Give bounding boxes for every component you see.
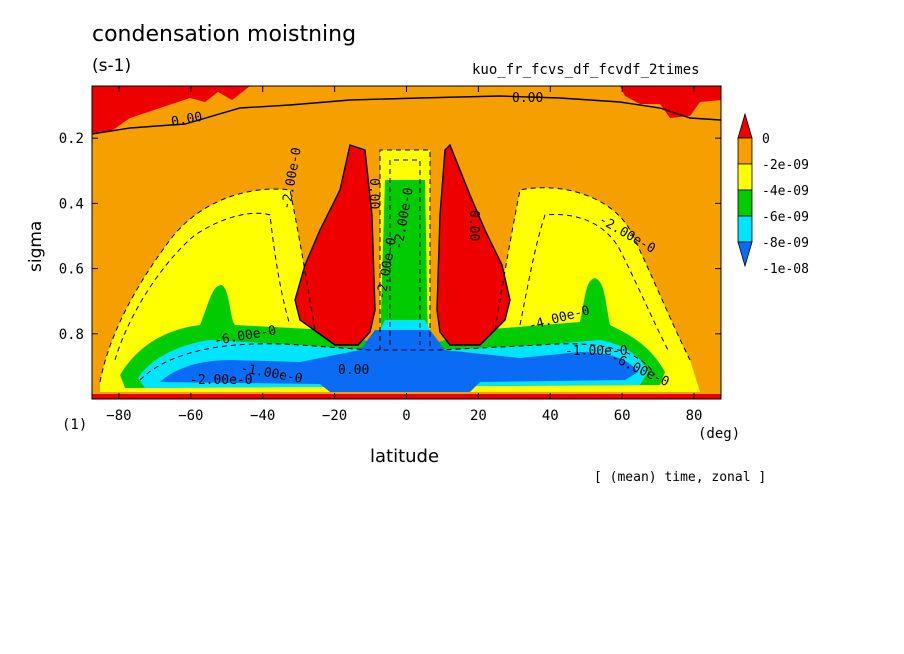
- y-tick-label: 0.4: [59, 196, 84, 212]
- contour-dash-center: [379, 149, 431, 350]
- contour-dash-right-2: [519, 213, 669, 351]
- x-tick-label: −20: [322, 408, 347, 424]
- x-tick-label: 0: [402, 408, 410, 424]
- contour-label: 0.00: [512, 91, 543, 106]
- band-red-topleft: [92, 86, 250, 134]
- contour-label: 0.00: [338, 363, 369, 378]
- x-axis-units: (deg): [698, 426, 741, 442]
- colorbar-top-arrow: [737, 112, 753, 139]
- footnote: [ (mean) time, zonal ]: [594, 470, 767, 485]
- contour-label: 0.00: [170, 110, 203, 130]
- colorbar-label: -4e-09: [762, 184, 809, 199]
- colorbar-legend: 0 -2e-09 -4e-09 -6e-09 -8e-09 -1e-08: [737, 112, 809, 277]
- band-red-right-column: [437, 145, 510, 345]
- scale-note: (1): [62, 417, 88, 433]
- chart-title: condensation moistning: [92, 22, 357, 47]
- contour-dash-left-2: [114, 212, 291, 361]
- colorbar-swatch: [737, 163, 753, 191]
- contour-dash-center-2: [389, 159, 421, 345]
- contour-dash-left-1: [99, 188, 316, 383]
- colorbar-label: -2e-09: [762, 158, 809, 173]
- contour-zero-right-column: [436, 143, 511, 346]
- x-tick-label: −80: [106, 408, 131, 424]
- y-axis-ticks: 0.2 0.4 0.6 0.8: [59, 131, 721, 343]
- x-tick-label: 20: [470, 408, 487, 424]
- y-tick-label: 0.2: [59, 131, 84, 147]
- colorbar-swatch: [737, 137, 753, 165]
- colorbar-label: 0: [762, 132, 770, 147]
- contour-label: -2.00e-0: [190, 373, 253, 388]
- colorbar-bottom-arrow: [737, 241, 753, 268]
- band-green: [120, 180, 665, 388]
- x-tick-label: 60: [614, 408, 631, 424]
- contour-fields: [92, 86, 721, 399]
- band-red-topright: [620, 86, 721, 118]
- x-axis-label: latitude: [370, 446, 440, 467]
- band-blue: [160, 330, 638, 392]
- y-tick-label: 0.6: [59, 262, 84, 278]
- contour-dash-bottom: [139, 343, 656, 381]
- contour-label: 0.00: [366, 178, 381, 209]
- x-tick-label: 80: [686, 408, 703, 424]
- colorbar-label: -8e-09: [762, 236, 809, 251]
- colorbar-swatch: [737, 189, 753, 217]
- contour-zero-left-column: [294, 144, 376, 346]
- contour-label: -1.00e-0: [565, 344, 628, 359]
- contour-zero-top: [92, 95, 721, 135]
- x-tick-label: −60: [178, 408, 203, 424]
- contour-dash-right-1: [494, 187, 691, 361]
- colorbar-swatch: [737, 215, 753, 243]
- colorbar-label: -6e-09: [762, 210, 809, 225]
- run-name: kuo_fr_fcvs_df_fcvdf_2times: [472, 62, 700, 78]
- contour-label: 0.00: [466, 210, 481, 241]
- band-red-left-column: [295, 145, 375, 345]
- colorbar-label: -1e-08: [762, 262, 809, 277]
- chart-units: (s-1): [92, 56, 132, 76]
- x-tick-label: 40: [542, 408, 559, 424]
- x-axis-ticks: −80 −60 −40 −20 0 20 40 60 80: [106, 86, 702, 424]
- y-tick-label: 0.8: [59, 327, 84, 343]
- x-tick-label: −40: [250, 408, 275, 424]
